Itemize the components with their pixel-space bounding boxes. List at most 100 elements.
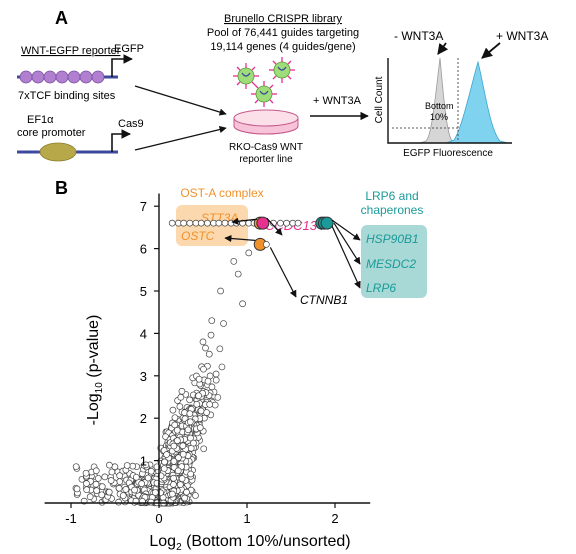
- saturated-point: [221, 219, 229, 227]
- data-point: [200, 365, 207, 373]
- highlight-point-ccdc134: [256, 216, 270, 230]
- data-point: [72, 463, 80, 471]
- data-point: [177, 393, 185, 401]
- lrp6-pointer: [331, 225, 361, 289]
- data-point: [230, 257, 238, 265]
- gene-pointers: [224, 217, 361, 298]
- data-point: [147, 467, 155, 475]
- cell-line-label-1: RKO-Cas9 WNT: [229, 142, 303, 153]
- data-point: [192, 492, 199, 499]
- lrp6-title-2: chaperones: [361, 203, 424, 217]
- data-point: [107, 477, 115, 484]
- data-point: [142, 461, 150, 469]
- plot-axes: -1 0 1 2 1 2 3 4 5 6 7: [44, 193, 371, 526]
- plus-wnt3a-label: + WNT3A: [496, 29, 548, 43]
- data-point: [119, 492, 127, 499]
- data-point: [144, 474, 152, 482]
- data-point: [171, 421, 179, 429]
- data-point: [176, 481, 184, 488]
- facs-histogram: - WNT3A + WNT3A Bottom 10% Cell Count EG…: [374, 29, 548, 159]
- virus-icon: [233, 63, 259, 89]
- lrp6-title-1: LRP6 and: [365, 189, 418, 203]
- data-point: [170, 458, 178, 465]
- data-point: [197, 407, 205, 415]
- data-point: [171, 414, 179, 422]
- x-tick-label: 2: [331, 511, 338, 526]
- data-point: [179, 442, 187, 450]
- data-point: [206, 401, 214, 408]
- data-point: [115, 484, 123, 492]
- data-point: [208, 383, 216, 391]
- data-point: [111, 463, 119, 471]
- virus-icon: [269, 57, 295, 83]
- data-point: [101, 473, 109, 481]
- data-point: [234, 270, 242, 278]
- data-point: [212, 376, 220, 384]
- data-point: [212, 370, 220, 378]
- data-point: [92, 480, 100, 488]
- cell-line-label-2: reporter line: [239, 154, 293, 165]
- data-point: [83, 480, 90, 487]
- data-point: [193, 400, 201, 408]
- data-point: [190, 439, 197, 447]
- y-tick-label: 4: [140, 326, 147, 341]
- data-point: [178, 387, 186, 395]
- saturated-point: [168, 219, 176, 227]
- data-point: [187, 434, 194, 442]
- data-point: [122, 486, 130, 493]
- saturated-point: [180, 219, 187, 227]
- ostc-pointer: [224, 234, 256, 243]
- ctnnb1-label: CTNNB1: [300, 293, 348, 307]
- data-point: [214, 394, 222, 401]
- data-point: [170, 474, 177, 482]
- data-point: [187, 470, 194, 478]
- data-point: [147, 498, 155, 506]
- histogram-axes: [387, 58, 512, 144]
- panel-b: B OST-A complex STT3A OSTC CCDC134 CTNNB…: [44, 178, 427, 553]
- data-point: [181, 494, 188, 502]
- data-point: [98, 483, 106, 490]
- library-title: Brunello CRISPR library: [224, 13, 342, 25]
- volcano-plot: -1 0 1 2 1 2 3 4 5 6 7: [44, 193, 371, 526]
- y-tick-label: 6: [140, 242, 147, 257]
- ost-complex-title: OST-A complex: [180, 186, 263, 200]
- data-point: [168, 490, 176, 498]
- data-point: [173, 437, 181, 444]
- data-point: [160, 465, 168, 472]
- data-point: [186, 396, 193, 404]
- data-point: [93, 487, 101, 495]
- y-tick-label: 3: [140, 369, 147, 384]
- data-point: [108, 468, 116, 476]
- minus-wnt3a-pointer: [437, 42, 449, 55]
- data-point: [82, 469, 90, 477]
- data-point: [202, 344, 209, 352]
- data-point: [205, 350, 213, 358]
- y-tick-label: 7: [140, 199, 147, 214]
- egfp-label: EGFP: [114, 43, 144, 55]
- data-point: [106, 461, 113, 469]
- saturated-point: [197, 219, 205, 227]
- lrp6-box: [361, 225, 427, 298]
- plus-wnt3a-pointer: [481, 42, 501, 59]
- virus-icon: [251, 81, 277, 107]
- saturated-point: [277, 219, 284, 227]
- hsp90b1-pointer: [331, 219, 361, 241]
- highlight-point-ctnnb1: [263, 241, 270, 248]
- data-point: [98, 491, 106, 499]
- data-point: [216, 345, 224, 353]
- data-point: [239, 300, 246, 308]
- mesdc2-label: MESDC2: [366, 257, 416, 271]
- ccdc134-pointer: [266, 217, 283, 236]
- data-point: [184, 426, 192, 434]
- data-point: [204, 377, 212, 385]
- cell-count-label: Cell Count: [374, 76, 385, 123]
- data-point: [169, 406, 177, 414]
- reporter-construct: WNT-EGFP reporter EGFP 7xTCF binding sit…: [17, 43, 144, 102]
- y-tick-label: 2: [140, 411, 147, 426]
- data-point: [196, 424, 204, 431]
- tcf-label: 7xTCF binding sites: [18, 90, 116, 102]
- saturated-point: [294, 219, 302, 227]
- saturated-point: [215, 219, 223, 227]
- data-point: [170, 442, 178, 450]
- library-line-1: Pool of 76,441 guides targeting: [207, 27, 359, 39]
